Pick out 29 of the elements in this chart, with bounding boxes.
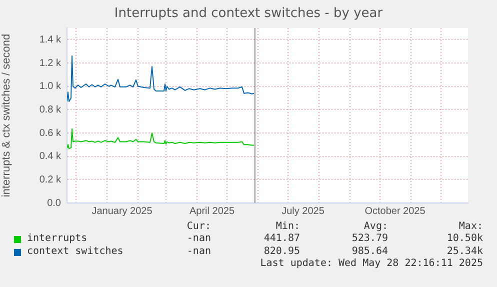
text: Cur:: [186, 221, 211, 232]
y-tick-label: 1.0 k: [39, 81, 62, 92]
y-tick-label: 0.6 k: [39, 128, 62, 139]
text: 985.64: [352, 246, 388, 257]
x-tick-label: April 2025: [189, 206, 235, 217]
x-tick-label: July 2025: [282, 206, 325, 217]
y-tick-label: 0.0: [47, 198, 62, 209]
y-tick-label: 1.2 k: [39, 58, 62, 69]
y-tick-label: 1.4 k: [39, 34, 62, 46]
text: 10.50k: [446, 233, 483, 244]
text: -nan: [186, 246, 211, 257]
y-tick-label: 0.8 k: [39, 104, 62, 116]
legend-label: interrupts: [27, 233, 88, 244]
text: Last update: Wed May 28 22:16:11 2025: [260, 258, 483, 269]
y-axis-title: interrupts & ctx switches / second: [0, 34, 13, 198]
text: 523.79: [352, 233, 388, 244]
text: 441.87: [264, 233, 300, 244]
y-tick-label: 0.2 k: [39, 174, 62, 186]
chart-title: Interrupts and context switches - by year: [113, 6, 384, 21]
y-tick-label: 0.4 k: [39, 151, 62, 162]
text: Min:: [276, 221, 300, 232]
text: 25.34k: [446, 246, 483, 257]
text: 820.95: [264, 246, 300, 257]
x-tick-label: January 2025: [92, 206, 153, 217]
text: Avg:: [364, 221, 388, 232]
text: Max:: [458, 221, 483, 232]
x-tick-label: October 2025: [364, 206, 426, 217]
legend-label: context switches: [27, 246, 124, 257]
text: -nan: [186, 233, 211, 244]
